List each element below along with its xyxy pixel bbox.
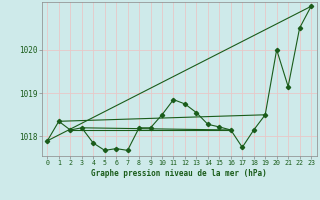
X-axis label: Graphe pression niveau de la mer (hPa): Graphe pression niveau de la mer (hPa)	[91, 169, 267, 178]
